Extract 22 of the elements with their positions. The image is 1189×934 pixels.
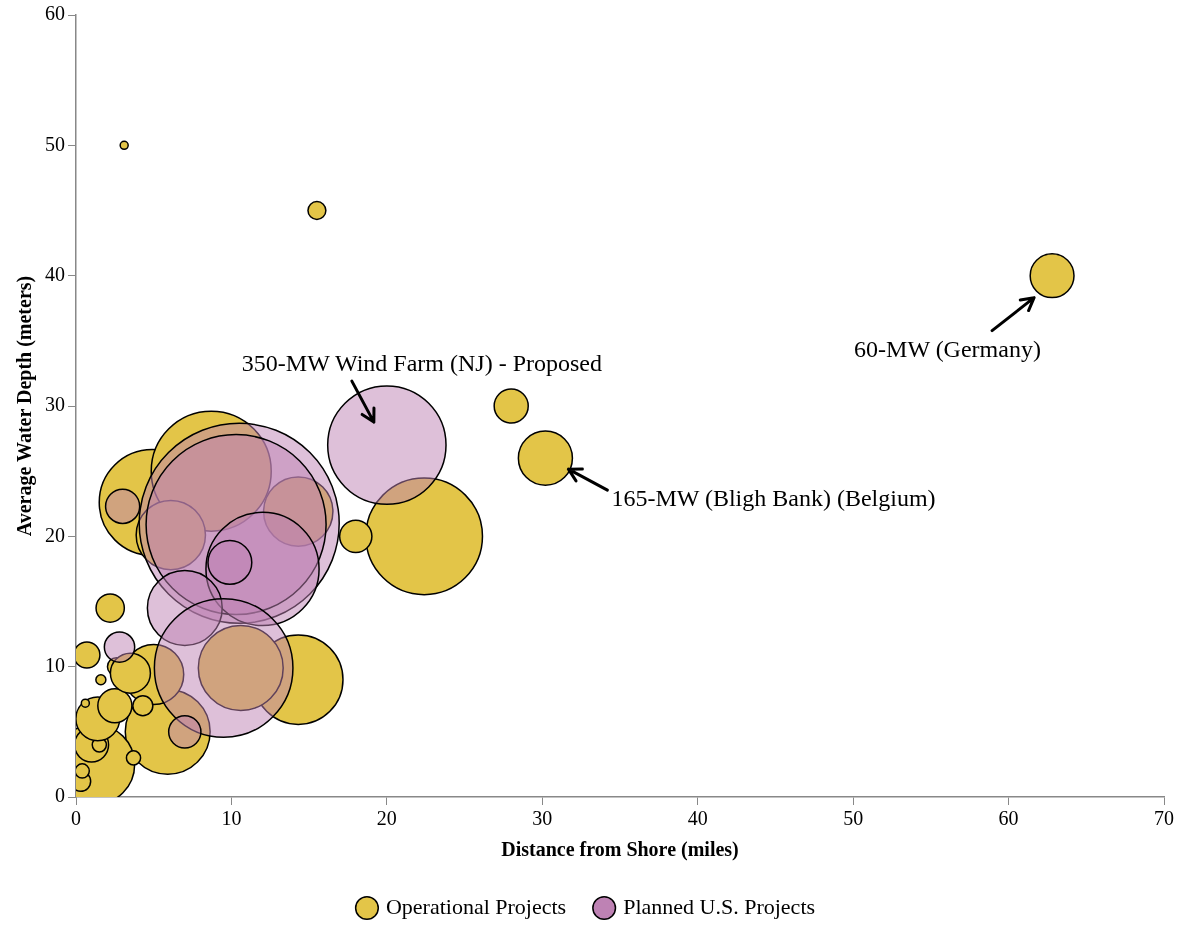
y-tick-label: 20 xyxy=(45,523,65,546)
x-tick-label: 20 xyxy=(376,807,397,830)
x-tick-label: 30 xyxy=(532,807,553,830)
legend-label: Planned U.S. Projects xyxy=(623,893,816,919)
x-tick-label: 40 xyxy=(687,807,708,830)
x-tick-label: 10 xyxy=(221,807,242,830)
x-tick-label: 0 xyxy=(71,807,81,830)
x-axis-title: Distance from Shore (miles) xyxy=(501,838,739,862)
y-tick-label: 40 xyxy=(45,262,65,285)
annotation: 60-MW (Germany) xyxy=(854,336,1041,363)
y-tick-label: 30 xyxy=(45,393,65,416)
x-tick-label: 50 xyxy=(843,807,864,830)
x-tick-label: 70 xyxy=(1154,807,1174,830)
annotation: 350-MW Wind Farm (NJ) - Proposed xyxy=(241,349,602,376)
y-axis-title: Average Water Depth (meters) xyxy=(13,275,37,537)
y-tick-label: 60 xyxy=(45,2,65,25)
y-tick-label: 50 xyxy=(45,132,65,155)
x-tick-label: 60 xyxy=(998,807,1019,830)
y-tick-label: 0 xyxy=(55,784,65,807)
annotation: 165-MW (Bligh Bank) (Belgium) xyxy=(611,484,936,511)
y-tick-label: 10 xyxy=(45,653,65,676)
legend-label: Operational Projects xyxy=(385,893,567,919)
